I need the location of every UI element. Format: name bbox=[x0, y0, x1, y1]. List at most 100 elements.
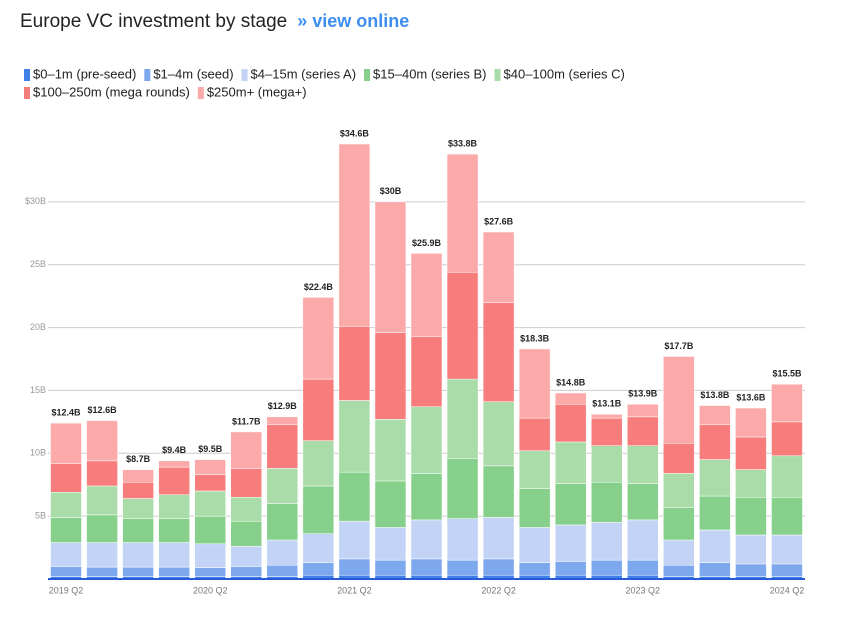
bar-segment bbox=[194, 567, 226, 577]
bar-segment bbox=[86, 542, 118, 568]
bar-segment bbox=[771, 455, 803, 498]
bar-segment bbox=[771, 497, 803, 536]
total-label: $27.6B bbox=[484, 216, 514, 226]
bar-segment bbox=[446, 458, 479, 519]
bar-segment bbox=[446, 272, 479, 380]
bar-segment bbox=[663, 473, 695, 508]
bar-segment bbox=[771, 421, 803, 457]
legend-swatch bbox=[494, 69, 501, 81]
total-label: $34.6B bbox=[340, 128, 370, 138]
bar-segment bbox=[230, 468, 263, 498]
bar-segment bbox=[518, 348, 551, 419]
bar-segment bbox=[266, 468, 299, 504]
bar-segment bbox=[446, 378, 479, 459]
bar-segment bbox=[194, 490, 226, 517]
total-label: $14.8B bbox=[556, 377, 586, 387]
legend-swatch bbox=[24, 69, 30, 81]
bar-segment bbox=[627, 483, 659, 521]
bar-segment bbox=[86, 566, 118, 577]
bar-segment bbox=[627, 445, 659, 484]
legend-swatch bbox=[197, 87, 204, 99]
bar-segment bbox=[86, 514, 118, 543]
bar-segment bbox=[122, 481, 154, 499]
bar-segment bbox=[590, 522, 623, 561]
bar-segment bbox=[518, 527, 551, 563]
bar-segment bbox=[699, 529, 731, 563]
bar-segment bbox=[374, 480, 407, 528]
legend-swatch bbox=[144, 69, 151, 81]
bar-segment bbox=[50, 517, 82, 543]
bar-segment bbox=[590, 481, 623, 523]
x-tick-label: 2024 Q2 bbox=[770, 585, 805, 595]
legend-label: $40–100m (series C) bbox=[504, 66, 625, 81]
total-label: $11.7B bbox=[232, 416, 261, 426]
bar-segment bbox=[446, 518, 479, 561]
bar-segment bbox=[699, 405, 731, 425]
bar-segment bbox=[374, 332, 407, 420]
bar-segment bbox=[554, 441, 587, 484]
total-label: $13.1B bbox=[592, 399, 622, 409]
x-tick-label: 2019 Q2 bbox=[49, 585, 84, 595]
view-online-link[interactable]: » view online bbox=[297, 11, 409, 31]
bar-segment bbox=[627, 559, 659, 576]
bar-segment bbox=[699, 562, 731, 577]
bar-segment bbox=[410, 336, 443, 408]
bar-segment bbox=[194, 474, 226, 492]
total-label: $9.4B bbox=[162, 445, 187, 455]
bar-segment bbox=[771, 563, 803, 577]
bar-segment bbox=[482, 401, 515, 467]
bar-segment bbox=[410, 519, 443, 560]
y-tick-label: $30B bbox=[25, 196, 46, 206]
total-label: $13.8B bbox=[700, 390, 730, 400]
legend-label: $4–15m (series A) bbox=[251, 66, 357, 81]
bar-segment bbox=[266, 424, 299, 469]
chart-title: Europe VC investment by stage bbox=[20, 11, 287, 32]
bar-segment bbox=[338, 520, 371, 560]
bar-segment bbox=[627, 404, 659, 418]
bar-segment bbox=[230, 566, 263, 577]
bar-segment bbox=[230, 546, 263, 567]
bar-segment bbox=[482, 465, 515, 518]
legend-label: $0–1m (pre-seed) bbox=[33, 66, 136, 81]
total-label: $9.5B bbox=[198, 444, 223, 454]
bar-segment bbox=[266, 503, 299, 541]
bar-segment bbox=[554, 524, 587, 562]
bar-segment bbox=[590, 559, 623, 576]
bar-segment bbox=[518, 450, 551, 489]
bar-segment bbox=[663, 539, 695, 566]
y-tick-label: 10B bbox=[30, 448, 46, 458]
bar-segment bbox=[590, 417, 623, 446]
x-tick-label: 2022 Q2 bbox=[481, 585, 516, 595]
x-tick-label: 2020 Q2 bbox=[193, 585, 228, 595]
total-label: $30B bbox=[380, 186, 402, 196]
y-tick-label: 15B bbox=[30, 385, 46, 395]
bar-segment bbox=[410, 406, 443, 474]
total-label: $17.7B bbox=[664, 341, 694, 351]
bar-segment bbox=[699, 424, 731, 460]
bar-segment bbox=[735, 436, 767, 470]
bar-segment bbox=[482, 231, 515, 303]
bar-segment bbox=[663, 564, 695, 577]
bar-segment bbox=[230, 497, 263, 522]
bar-segment bbox=[590, 414, 623, 419]
bar-segment bbox=[338, 143, 371, 327]
bar-segment bbox=[86, 460, 118, 487]
bar-segment bbox=[699, 495, 731, 531]
bar-segment bbox=[627, 416, 659, 446]
bar-segment bbox=[122, 542, 154, 568]
bar-segment bbox=[50, 492, 82, 518]
bar-segment bbox=[86, 485, 118, 516]
bar-segment bbox=[338, 400, 371, 473]
bar-segment bbox=[410, 558, 443, 576]
total-label: $12.4B bbox=[52, 407, 82, 417]
bar-segment bbox=[446, 559, 479, 576]
total-label: $33.8B bbox=[448, 138, 478, 148]
bar-segment bbox=[771, 534, 803, 565]
bar-segment bbox=[518, 562, 551, 576]
bar-segment bbox=[158, 460, 190, 468]
bar-segment bbox=[410, 253, 443, 337]
bar-segment bbox=[122, 518, 154, 543]
bar-segment bbox=[266, 564, 299, 577]
bar-segment bbox=[482, 517, 515, 560]
bar-segment bbox=[158, 566, 190, 577]
